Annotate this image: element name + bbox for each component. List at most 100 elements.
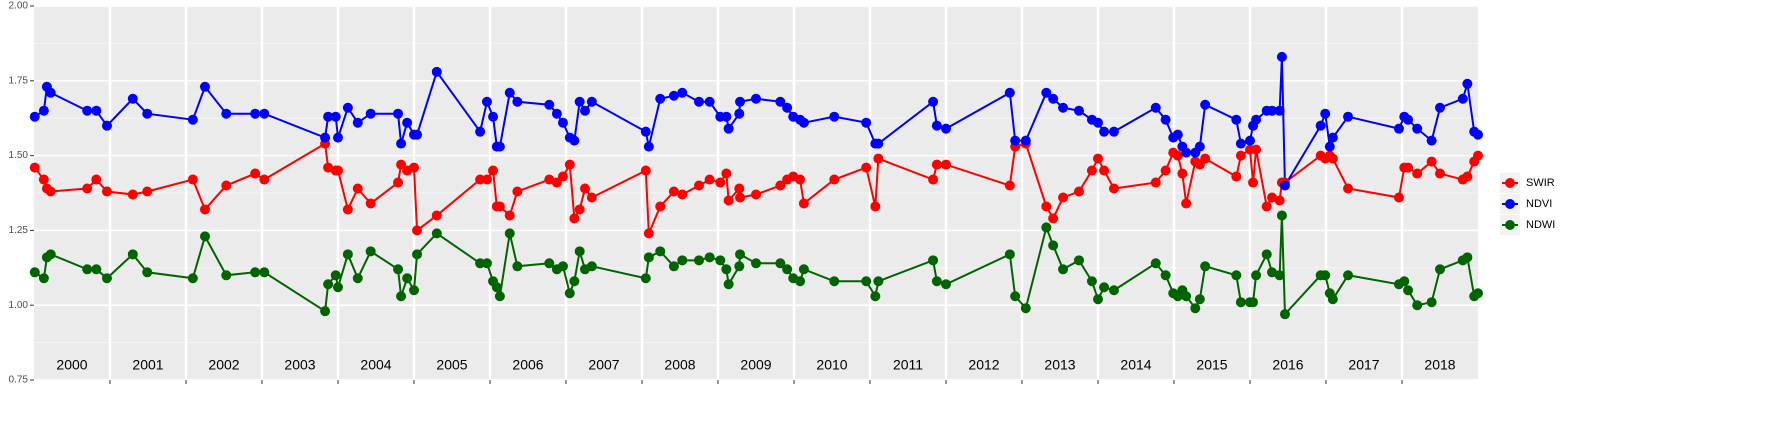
data-point <box>1399 276 1410 287</box>
data-point <box>1093 153 1103 164</box>
year-label: 2011 <box>893 357 923 373</box>
data-point <box>512 186 523 197</box>
data-point <box>1004 87 1015 98</box>
data-point <box>1150 258 1161 269</box>
data-point <box>481 174 492 185</box>
data-point <box>504 210 515 221</box>
data-point <box>512 261 523 272</box>
data-point <box>38 273 49 284</box>
data-point <box>29 162 40 173</box>
data-point <box>735 192 746 203</box>
data-point <box>1248 297 1259 308</box>
data-point <box>1274 270 1285 281</box>
data-point <box>734 183 745 194</box>
data-point <box>488 165 499 176</box>
data-point <box>640 273 651 284</box>
data-point <box>775 96 786 107</box>
data-point <box>250 168 261 179</box>
data-point <box>200 81 210 92</box>
data-point <box>795 174 806 185</box>
data-point <box>1099 282 1110 293</box>
data-point <box>870 291 881 302</box>
data-point <box>333 282 343 293</box>
data-point <box>1093 294 1103 305</box>
y-tick-label: 2.00 <box>9 1 29 12</box>
data-point <box>668 90 679 101</box>
data-point <box>1435 264 1445 275</box>
data-point <box>931 276 942 287</box>
data-point <box>259 174 270 185</box>
data-point <box>704 174 715 185</box>
data-point <box>1412 123 1423 134</box>
data-point <box>396 291 407 302</box>
data-point <box>1412 300 1423 311</box>
data-point <box>1261 249 1272 260</box>
data-point <box>1172 129 1183 140</box>
data-point <box>221 270 232 281</box>
data-point <box>544 99 555 110</box>
data-point <box>721 111 732 122</box>
data-point <box>1251 144 1262 155</box>
data-point <box>655 93 666 104</box>
data-point <box>574 96 585 107</box>
data-point <box>1279 309 1290 320</box>
data-point <box>29 111 40 122</box>
data-point <box>1261 201 1272 212</box>
data-point <box>187 273 198 284</box>
data-point <box>1327 294 1338 305</box>
data-point <box>1004 249 1015 260</box>
legend-label: SWIR <box>1526 177 1555 189</box>
data-point <box>352 273 363 284</box>
y-tick-label: 1.75 <box>9 75 29 86</box>
data-point <box>142 108 153 119</box>
legend-dot <box>1505 178 1515 188</box>
year-label: 2018 <box>1424 357 1455 373</box>
data-point <box>475 174 486 185</box>
data-point <box>941 279 951 290</box>
data-point <box>1320 108 1331 119</box>
data-point <box>1473 150 1483 161</box>
data-point <box>1248 177 1259 188</box>
data-point <box>1093 117 1103 128</box>
y-tick-label: 1.25 <box>9 225 29 236</box>
data-point <box>1267 105 1278 116</box>
data-point <box>1177 168 1188 179</box>
data-point <box>1004 180 1015 191</box>
data-point <box>861 117 872 128</box>
data-point <box>1462 252 1473 263</box>
data-point <box>751 93 761 104</box>
data-point <box>1245 135 1255 146</box>
data-point <box>1074 255 1084 266</box>
data-point <box>512 96 523 107</box>
data-point <box>342 204 353 215</box>
data-point <box>1473 288 1483 299</box>
data-point <box>393 264 404 275</box>
data-point <box>751 258 761 269</box>
data-point <box>1315 120 1326 131</box>
data-point <box>402 117 413 128</box>
data-point <box>1194 294 1205 305</box>
data-point <box>1403 285 1414 296</box>
data-point <box>829 174 840 185</box>
data-point <box>396 138 407 149</box>
data-point <box>475 258 486 269</box>
data-point <box>586 261 597 272</box>
data-point <box>1403 162 1414 173</box>
legend-label: NDVI <box>1526 198 1552 210</box>
data-point <box>655 201 666 212</box>
data-point <box>1327 132 1338 143</box>
data-point <box>330 270 341 281</box>
year-label: 2009 <box>740 357 771 373</box>
data-point <box>1108 285 1119 296</box>
data-point <box>1108 126 1119 137</box>
data-point <box>795 276 806 287</box>
data-point <box>569 135 580 146</box>
data-point <box>1235 150 1246 161</box>
data-point <box>1058 102 1069 113</box>
data-point <box>694 180 704 191</box>
year-label: 2005 <box>436 357 467 373</box>
data-point <box>580 183 590 194</box>
data-point <box>734 261 745 272</box>
data-point <box>1190 303 1201 314</box>
data-point <box>259 267 270 278</box>
